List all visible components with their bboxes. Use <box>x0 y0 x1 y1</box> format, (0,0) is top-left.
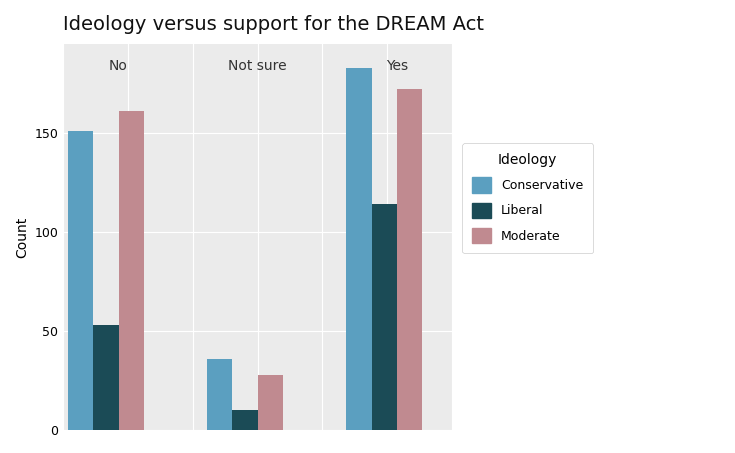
Bar <box>372 204 397 430</box>
Bar <box>207 359 232 430</box>
Text: Yes: Yes <box>386 59 408 73</box>
Bar <box>232 410 258 430</box>
Y-axis label: Count: Count <box>15 217 29 258</box>
Bar <box>346 67 372 430</box>
Text: Ideology versus support for the DREAM Act: Ideology versus support for the DREAM Ac… <box>63 15 484 34</box>
Text: Not sure: Not sure <box>229 59 287 73</box>
Bar <box>118 111 144 430</box>
Bar <box>93 325 118 430</box>
Text: No: No <box>109 59 128 73</box>
Bar <box>397 89 422 430</box>
Bar <box>258 375 283 430</box>
Legend: Conservative, Liberal, Moderate: Conservative, Liberal, Moderate <box>462 144 593 253</box>
Bar <box>68 131 93 430</box>
